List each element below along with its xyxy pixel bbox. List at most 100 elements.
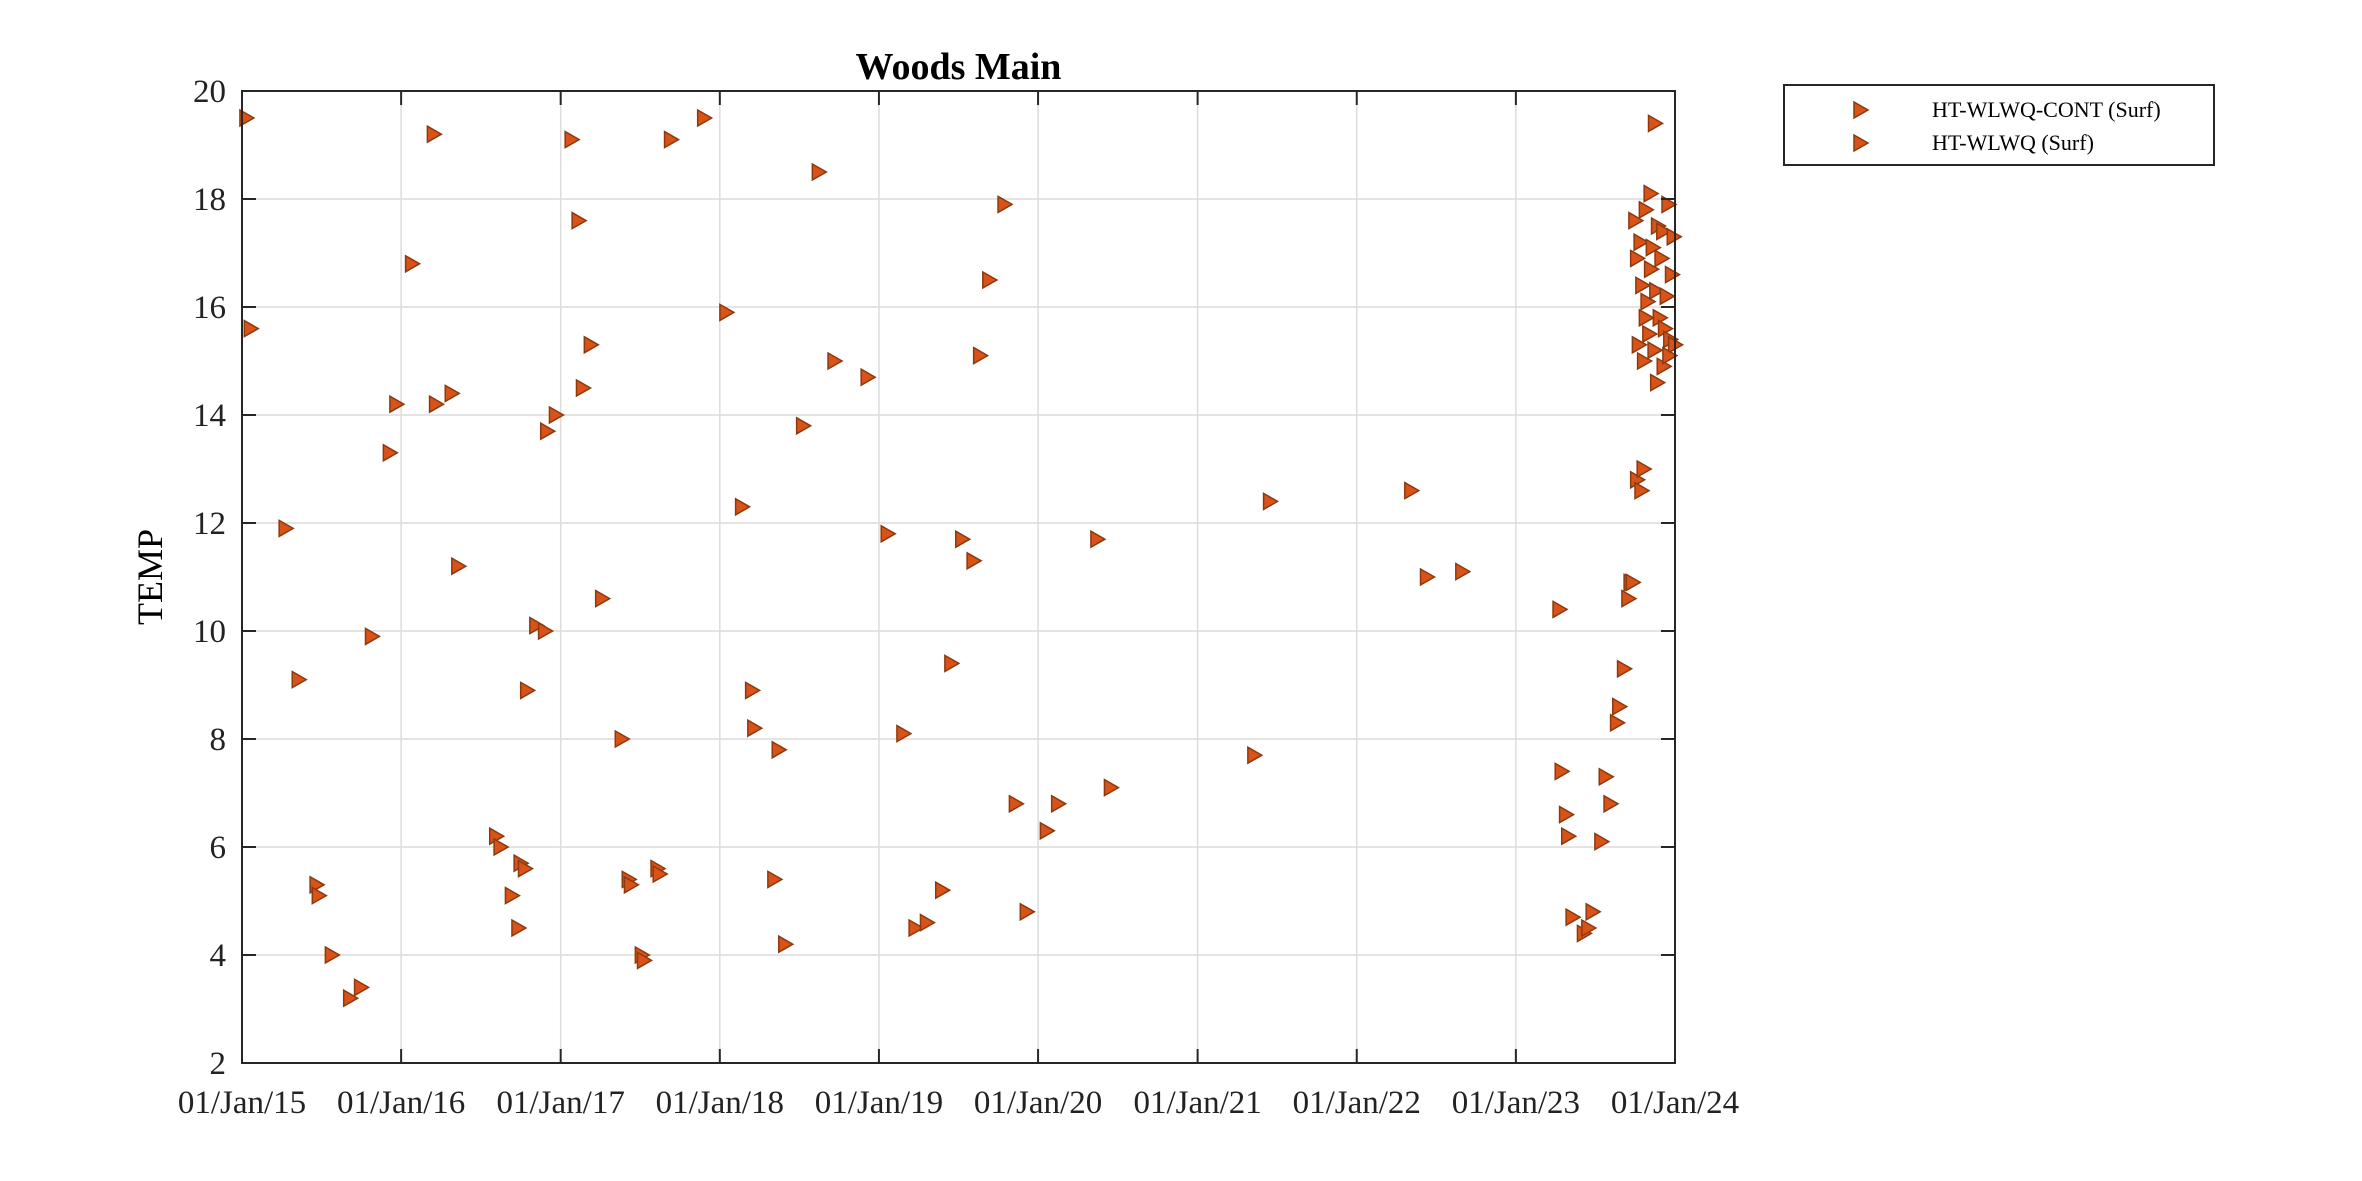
data-point [982, 270, 999, 290]
y-tick-label: 16 [193, 290, 226, 326]
legend-entry-label: HT-WLWQ (Surf) [1932, 130, 2094, 155]
data-point [278, 519, 295, 538]
data-point [1661, 195, 1678, 214]
data-point [1552, 600, 1569, 619]
data-point [243, 319, 260, 338]
data-point [1090, 529, 1107, 549]
data-point [1634, 481, 1651, 500]
data-point [389, 394, 406, 414]
data-point [997, 195, 1014, 214]
y-tick-label: 18 [193, 182, 226, 218]
x-tick-label: 01/Jan/21 [1133, 1085, 1261, 1121]
data-point [1642, 324, 1659, 344]
data-point [1561, 826, 1578, 846]
data-point [1419, 567, 1437, 587]
data-point [1008, 794, 1025, 814]
data-point [537, 621, 555, 641]
x-tick-label: 01/Jan/23 [1452, 1085, 1580, 1121]
data-point [696, 108, 714, 128]
plot-background [242, 91, 1675, 1063]
data-point [744, 681, 762, 700]
data-point [1638, 308, 1655, 328]
legend-box [1783, 84, 2215, 166]
data-point [614, 729, 631, 749]
series-1 [1628, 195, 1685, 392]
data-point [1656, 222, 1673, 241]
data-point [1636, 459, 1653, 479]
x-tick-label: 01/Jan/18 [656, 1085, 784, 1121]
series-2 [239, 108, 1665, 1008]
data-point [623, 875, 640, 895]
legend-entry-label: HT-WLWQ-CONT (Surf) [1932, 97, 2161, 122]
data-point [908, 918, 925, 938]
data-point [778, 934, 795, 954]
data-point [896, 724, 913, 743]
data-point [1662, 346, 1679, 365]
legend-marker [1853, 100, 1870, 120]
data-point [719, 303, 736, 322]
data-point [594, 589, 612, 608]
data-point [1247, 745, 1264, 765]
y-tick-label: 20 [193, 74, 226, 110]
data-markers [239, 108, 1685, 1008]
data-point [353, 978, 371, 997]
data-point [636, 951, 654, 970]
data-point [860, 367, 877, 387]
axis-ticks: 2 4 6 8 10 12 14 16 18 20 01/Jan/15 01/Jan/16 01/Jan… [178, 74, 1739, 1121]
data-point [1554, 762, 1571, 781]
data-point [747, 718, 764, 738]
data-point [663, 130, 681, 149]
data-point [1647, 340, 1664, 360]
data-point [342, 988, 360, 1008]
data-point [1643, 184, 1660, 203]
data-point [1638, 200, 1655, 220]
data-point [955, 529, 972, 549]
data-point [1039, 821, 1056, 841]
data-point [583, 335, 600, 355]
x-tick-label: 01/Jan/15 [178, 1085, 306, 1121]
data-point [564, 130, 581, 149]
data-point [571, 211, 588, 230]
data-point [1019, 902, 1036, 922]
y-tick-label: 2 [210, 1046, 227, 1082]
y-tick-label: 12 [193, 506, 226, 542]
data-point [1581, 918, 1598, 938]
y-tick-label: 4 [210, 938, 227, 974]
data-point [1565, 907, 1582, 927]
data-point [1649, 281, 1666, 301]
data-point [1633, 232, 1650, 252]
data-point [1558, 805, 1576, 824]
data-point [519, 681, 537, 700]
data-point [575, 378, 592, 398]
data-point [1603, 794, 1620, 814]
data-point [1598, 767, 1615, 787]
y-tick-label: 6 [210, 830, 227, 866]
data-point [1654, 249, 1671, 268]
data-point [1616, 659, 1634, 679]
data-point [451, 556, 468, 576]
data-point [767, 870, 784, 889]
data-point [811, 162, 828, 182]
data-point [972, 346, 990, 365]
x-tick-label: 01/Jan/22 [1293, 1085, 1421, 1121]
legend: HT-WLWQ-CONT (Surf) HT-WLWQ (Surf) [1783, 84, 2215, 166]
data-point [934, 880, 952, 900]
data-point [324, 945, 341, 965]
data-point [428, 394, 446, 414]
data-point [1625, 573, 1642, 592]
data-point [291, 670, 308, 689]
data-point [404, 254, 422, 274]
data-point [1635, 276, 1652, 295]
data-point [1659, 286, 1676, 306]
chart-title: Woods Main [856, 46, 1062, 88]
data-point [966, 551, 983, 571]
data-point [511, 918, 528, 938]
data-point [1609, 713, 1627, 733]
data-point [1612, 697, 1629, 716]
data-point [548, 405, 565, 425]
y-tick-label: 8 [210, 722, 227, 758]
data-point [1262, 492, 1280, 511]
data-point [771, 740, 788, 760]
data-point [1631, 335, 1648, 355]
